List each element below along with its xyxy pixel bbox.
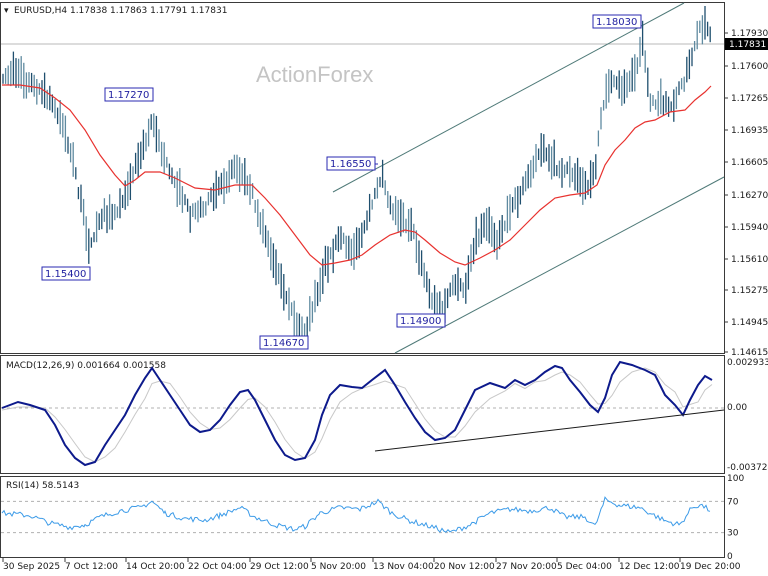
watermark: ActionForex [256, 62, 373, 87]
macd-tick: 0.00 [727, 403, 747, 413]
macd-tick: -0.003724 [727, 463, 768, 473]
time-tick: 14 Oct 20:00 [126, 562, 185, 572]
rsi-tick: 100 [727, 474, 744, 484]
price-label-text: 1.14900 [400, 316, 441, 327]
macd-tick: 0.002933 [727, 358, 768, 368]
price-tick: 1.15275 [731, 286, 768, 296]
price-label-text: 1.17270 [108, 90, 149, 101]
rsi-axis[interactable]: 100 70 30 0 [727, 474, 744, 562]
price-tick: 1.14945 [731, 318, 768, 328]
price-tick: 1.17600 [731, 62, 768, 72]
rsi-panel[interactable] [0, 476, 725, 558]
rsi-line [1, 496, 724, 534]
time-tick: 19 Dec 20:00 [680, 562, 741, 572]
price-tick: 1.17930 [731, 29, 768, 39]
rsi-tick: 30 [727, 529, 739, 539]
price-tick: 1.16270 [731, 191, 768, 201]
price-tick: 1.16935 [731, 126, 768, 136]
price-tick: 1.15940 [731, 223, 768, 233]
price-channel[interactable] [332, 2, 725, 354]
current-price-value: 1.17831 [729, 40, 766, 50]
time-tick: 7 Oct 12:00 [65, 562, 118, 572]
time-tick: 22 Oct 04:00 [188, 562, 247, 572]
price-label-box[interactable] [104, 87, 154, 102]
time-tick: 27 Nov 20:00 [496, 562, 557, 572]
time-axis[interactable]: 30 Sep 2025 7 Oct 12:00 14 Oct 20:00 22 Oct… [2, 558, 741, 572]
time-tick: 5 Dec 04:00 [557, 562, 612, 572]
dropdown-arrow-icon[interactable]: ▾ [4, 6, 9, 16]
time-tick: 13 Nov 04:00 [373, 562, 434, 572]
price-label-text: 1.14670 [263, 338, 304, 349]
time-tick: 5 Nov 20:00 [311, 562, 366, 572]
rsi-tick: 0 [727, 552, 733, 562]
price-tick: 1.15610 [731, 255, 768, 265]
main-chart-panel[interactable] [0, 2, 725, 354]
symbol-title: EURUSD,H4 1.17838 1.17863 1.17791 1.1783… [14, 6, 227, 16]
price-label-text: 1.18030 [596, 17, 637, 28]
price-label-box[interactable] [592, 14, 642, 29]
price-label-box[interactable] [259, 335, 309, 350]
rsi-label: RSI(14) 58.5143 [6, 481, 79, 491]
time-tick: 29 Oct 12:00 [250, 562, 309, 572]
current-price-badge [725, 38, 768, 50]
price-bars [2, 6, 711, 345]
time-tick: 30 Sep 2025 [3, 562, 60, 572]
moving-average-line [2, 84, 712, 266]
price-labels: 1.17270 1.15400 1.16550 1.14670 1.14900 1.180… [41, 14, 642, 350]
time-tick: 20 Nov 12:00 [434, 562, 495, 572]
price-label-text: 1.15400 [45, 269, 86, 280]
price-label-text: 1.16550 [330, 159, 371, 170]
time-tick: 12 Dec 12:00 [619, 562, 680, 572]
price-axis[interactable]: 1.17930 1.17600 1.17265 1.16935 1.16605 1.162… [724, 29, 768, 358]
price-label-box[interactable] [396, 313, 446, 328]
price-tick: 1.14615 [731, 348, 768, 358]
price-tick: 1.17265 [731, 94, 768, 104]
macd-panel[interactable] [0, 355, 725, 474]
price-label-box[interactable] [41, 266, 91, 281]
macd-label: MACD(12,26,9) 0.001664 0.001558 [6, 361, 166, 371]
price-tick: 1.16605 [731, 158, 768, 168]
macd-axis[interactable]: 0.002933 0.00 -0.003724 [727, 358, 768, 473]
macd-lines [1, 360, 725, 467]
rsi-tick: 70 [727, 497, 739, 507]
